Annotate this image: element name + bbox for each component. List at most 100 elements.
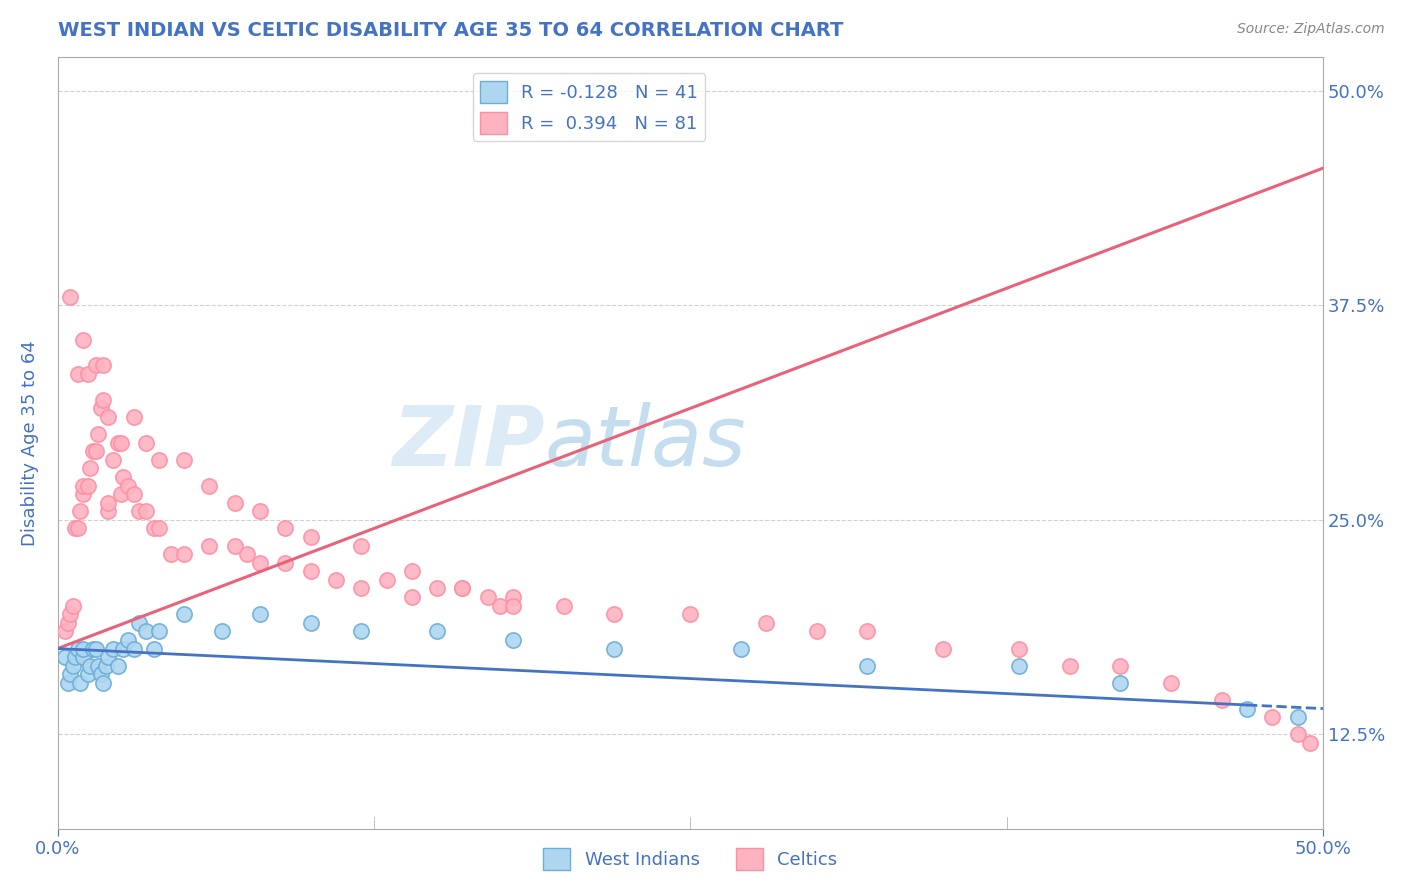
Point <box>91 392 114 407</box>
Point <box>97 504 120 518</box>
Point <box>489 599 512 613</box>
Text: Source: ZipAtlas.com: Source: ZipAtlas.com <box>1237 22 1385 37</box>
Y-axis label: Disability Age 35 to 64: Disability Age 35 to 64 <box>21 340 39 546</box>
Point <box>553 599 575 613</box>
Point <box>401 590 423 604</box>
Point <box>62 599 84 613</box>
Point <box>148 624 170 639</box>
Point <box>56 615 79 630</box>
Point <box>107 658 129 673</box>
Point <box>84 641 107 656</box>
Point <box>117 478 139 492</box>
Point <box>679 607 702 622</box>
Point <box>299 615 322 630</box>
Point <box>1160 676 1182 690</box>
Point <box>502 590 524 604</box>
Point <box>142 641 165 656</box>
Point <box>325 573 347 587</box>
Point <box>94 658 117 673</box>
Point <box>477 590 499 604</box>
Point <box>77 367 100 381</box>
Point <box>128 615 150 630</box>
Point <box>1109 676 1132 690</box>
Point <box>135 435 157 450</box>
Point <box>122 641 145 656</box>
Point <box>91 359 114 373</box>
Point <box>62 658 84 673</box>
Point <box>135 504 157 518</box>
Point <box>69 504 91 518</box>
Point <box>77 667 100 681</box>
Point <box>1261 710 1284 724</box>
Point <box>128 504 150 518</box>
Point <box>806 624 828 639</box>
Point <box>59 667 82 681</box>
Point <box>112 641 135 656</box>
Point <box>103 641 125 656</box>
Point <box>82 641 104 656</box>
Point <box>198 478 221 492</box>
Point <box>122 487 145 501</box>
Point <box>173 547 195 561</box>
Point <box>69 676 91 690</box>
Point <box>72 487 94 501</box>
Point <box>1109 658 1132 673</box>
Legend: West Indians, Celtics: West Indians, Celtics <box>536 841 845 878</box>
Point <box>224 496 246 510</box>
Point <box>451 582 474 596</box>
Point <box>135 624 157 639</box>
Point <box>56 676 79 690</box>
Point <box>79 658 101 673</box>
Point <box>224 539 246 553</box>
Point <box>603 607 626 622</box>
Point <box>350 624 373 639</box>
Point <box>1236 701 1258 715</box>
Text: ZIP: ZIP <box>392 402 544 483</box>
Point <box>755 615 778 630</box>
Point <box>112 470 135 484</box>
Point <box>856 658 879 673</box>
Point <box>198 539 221 553</box>
Point <box>97 496 120 510</box>
Point <box>148 453 170 467</box>
Point <box>236 547 259 561</box>
Point <box>856 624 879 639</box>
Text: atlas: atlas <box>544 402 747 483</box>
Point <box>110 487 132 501</box>
Point <box>87 427 110 442</box>
Point <box>502 599 524 613</box>
Point <box>90 401 112 416</box>
Point <box>110 435 132 450</box>
Point <box>53 650 76 665</box>
Point <box>249 556 271 570</box>
Point <box>97 650 120 665</box>
Point <box>65 521 87 535</box>
Point <box>148 521 170 535</box>
Point <box>103 453 125 467</box>
Point <box>84 444 107 458</box>
Point <box>59 290 82 304</box>
Point <box>299 530 322 544</box>
Point <box>72 478 94 492</box>
Point <box>82 444 104 458</box>
Point <box>173 453 195 467</box>
Point <box>90 667 112 681</box>
Point <box>122 409 145 424</box>
Point <box>1286 727 1309 741</box>
Point <box>1059 658 1081 673</box>
Point <box>107 435 129 450</box>
Point <box>350 539 373 553</box>
Point <box>117 632 139 647</box>
Point <box>97 409 120 424</box>
Point <box>1008 658 1031 673</box>
Point <box>932 641 955 656</box>
Point <box>142 521 165 535</box>
Point <box>274 556 297 570</box>
Point <box>53 624 76 639</box>
Point <box>451 582 474 596</box>
Point <box>84 359 107 373</box>
Point <box>91 676 114 690</box>
Point <box>66 367 89 381</box>
Point <box>426 582 449 596</box>
Point <box>375 573 398 587</box>
